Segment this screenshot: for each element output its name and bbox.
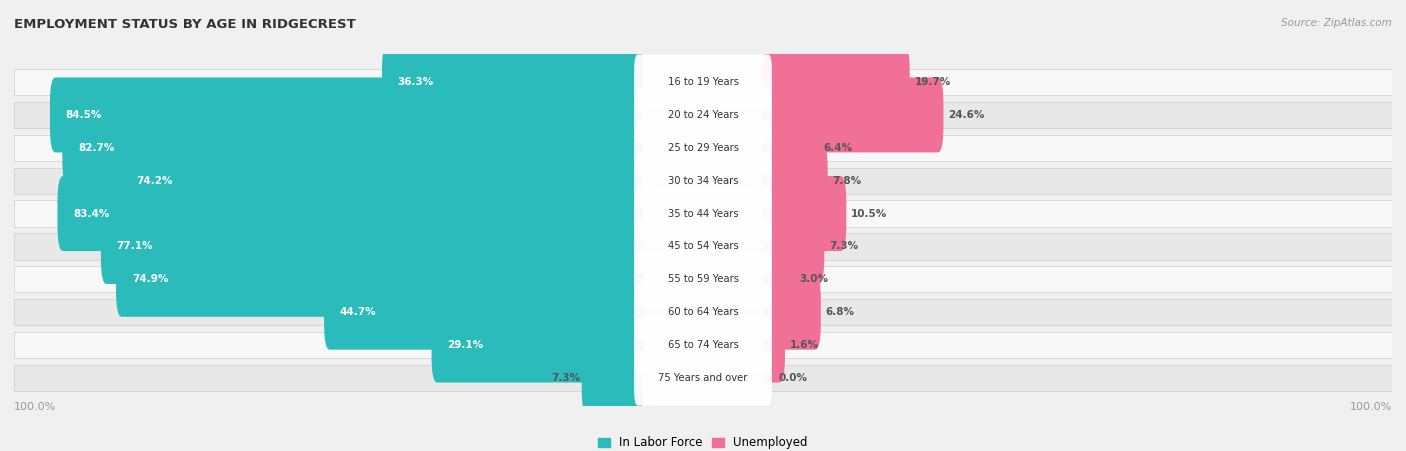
Text: 1.6%: 1.6% [790,340,818,350]
Bar [14,102,1392,128]
Text: 82.7%: 82.7% [79,143,114,153]
FancyBboxPatch shape [763,176,846,251]
Bar [14,365,1392,391]
Text: 100.0%: 100.0% [14,402,56,412]
FancyBboxPatch shape [121,143,643,218]
FancyBboxPatch shape [763,110,818,185]
FancyBboxPatch shape [763,275,821,350]
Bar [14,299,1392,325]
FancyBboxPatch shape [58,176,643,251]
Text: 10.5%: 10.5% [851,208,887,219]
Text: EMPLOYMENT STATUS BY AGE IN RIDGECREST: EMPLOYMENT STATUS BY AGE IN RIDGECREST [14,18,356,31]
Text: 84.5%: 84.5% [66,110,103,120]
Text: 45 to 54 Years: 45 to 54 Years [668,241,738,252]
Text: 100.0%: 100.0% [1350,402,1392,412]
Text: 30 to 34 Years: 30 to 34 Years [668,176,738,186]
Legend: In Labor Force, Unemployed: In Labor Force, Unemployed [598,436,808,449]
Text: 3.0%: 3.0% [800,274,828,284]
Text: 7.3%: 7.3% [830,241,858,252]
Text: 7.8%: 7.8% [832,176,862,186]
Bar [14,167,1392,194]
Text: 65 to 74 Years: 65 to 74 Years [668,340,738,350]
Text: 74.2%: 74.2% [136,176,173,186]
FancyBboxPatch shape [634,285,772,340]
Text: 77.1%: 77.1% [117,241,153,252]
FancyBboxPatch shape [382,45,643,120]
FancyBboxPatch shape [117,242,643,317]
Text: 55 to 59 Years: 55 to 59 Years [668,274,738,284]
FancyBboxPatch shape [323,275,643,350]
Bar [14,233,1392,260]
Text: 25 to 29 Years: 25 to 29 Years [668,143,738,153]
FancyBboxPatch shape [763,308,785,382]
Text: 74.9%: 74.9% [132,274,169,284]
FancyBboxPatch shape [634,153,772,208]
FancyBboxPatch shape [62,110,643,185]
Bar [14,200,1392,227]
Text: 24.6%: 24.6% [948,110,984,120]
FancyBboxPatch shape [634,350,772,405]
Text: 7.3%: 7.3% [551,373,581,383]
Bar [14,69,1392,95]
FancyBboxPatch shape [634,186,772,241]
Bar [14,266,1392,293]
Text: 16 to 19 Years: 16 to 19 Years [668,77,738,87]
FancyBboxPatch shape [582,341,643,415]
Text: 36.3%: 36.3% [398,77,434,87]
Text: 75 Years and over: 75 Years and over [658,373,748,383]
Text: Source: ZipAtlas.com: Source: ZipAtlas.com [1281,18,1392,28]
Text: 35 to 44 Years: 35 to 44 Years [668,208,738,219]
Text: 83.4%: 83.4% [73,208,110,219]
FancyBboxPatch shape [634,55,772,110]
Text: 29.1%: 29.1% [447,340,484,350]
Text: 6.8%: 6.8% [825,307,855,317]
Text: 20 to 24 Years: 20 to 24 Years [668,110,738,120]
FancyBboxPatch shape [634,219,772,274]
FancyBboxPatch shape [763,242,794,317]
Text: 19.7%: 19.7% [914,77,950,87]
Bar [14,135,1392,161]
FancyBboxPatch shape [763,45,910,120]
FancyBboxPatch shape [634,120,772,175]
Text: 44.7%: 44.7% [340,307,377,317]
FancyBboxPatch shape [432,308,643,382]
FancyBboxPatch shape [634,252,772,307]
FancyBboxPatch shape [763,78,943,152]
FancyBboxPatch shape [634,318,772,373]
FancyBboxPatch shape [49,78,643,152]
FancyBboxPatch shape [101,209,643,284]
FancyBboxPatch shape [634,87,772,143]
FancyBboxPatch shape [763,143,828,218]
Text: 60 to 64 Years: 60 to 64 Years [668,307,738,317]
Text: 6.4%: 6.4% [823,143,852,153]
Bar [14,332,1392,358]
FancyBboxPatch shape [763,209,824,284]
Text: 0.0%: 0.0% [779,373,808,383]
